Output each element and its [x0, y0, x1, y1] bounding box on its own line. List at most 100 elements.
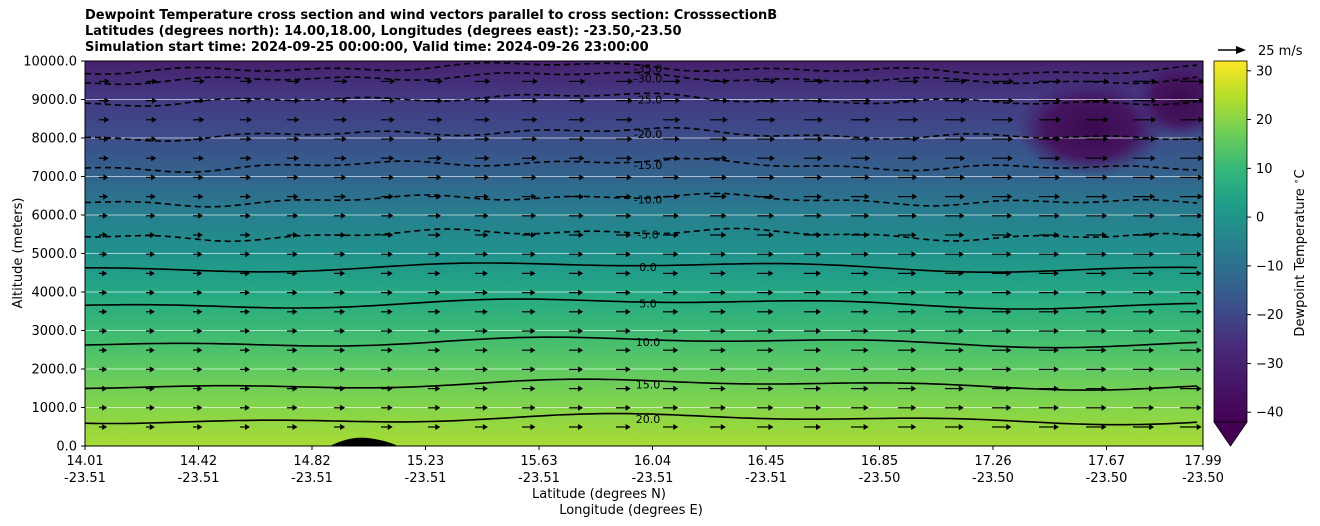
wind-vector-head: [1053, 289, 1059, 296]
wind-vector-head: [244, 270, 250, 277]
wind-vector-head: [865, 136, 871, 142]
colorbar-tick-label: −30: [1256, 357, 1283, 372]
wind-vector-head: [1103, 155, 1109, 162]
wind-vector-head: [911, 404, 917, 411]
wind-vector-head: [103, 174, 109, 181]
wind-vector-head: [292, 289, 298, 296]
wind-vector-head: [484, 136, 490, 142]
wind-vector-head: [723, 78, 729, 85]
wind-vector-head: [1055, 116, 1061, 123]
wind-vector-head: [625, 328, 631, 334]
title-line-1: Dewpoint Temperature cross section and w…: [85, 8, 778, 23]
wind-vector-head: [198, 174, 204, 181]
wind-vector-head: [102, 308, 108, 315]
wind-vector-head: [579, 174, 585, 181]
wind-vector-head: [722, 174, 728, 181]
wind-vector-head: [1196, 366, 1202, 373]
wind-vector-head: [293, 193, 299, 200]
x-axis-label: Latitude (degrees N): [532, 487, 666, 502]
wind-vector-head: [1196, 328, 1202, 334]
wind-vector-head: [578, 289, 584, 296]
x-tick-lat: 16.04: [634, 454, 671, 469]
wind-vector-head: [1196, 424, 1202, 430]
y-tick-label: 7000.0: [32, 170, 78, 185]
wind-vector-head: [244, 308, 250, 315]
wind-vector-head: [292, 347, 298, 354]
wind-vector-head: [579, 193, 585, 200]
wind-vector-head: [340, 232, 346, 238]
wind-vector-head: [625, 366, 631, 373]
wind-vector-head: [626, 232, 632, 238]
wind-vector-head: [911, 251, 917, 258]
wind-vector-head: [292, 270, 298, 277]
wind-vector-head: [244, 328, 250, 334]
wind-vector-head: [768, 385, 774, 392]
x-tick-lon: -23.50: [972, 471, 1014, 486]
x-tick-lon: -23.51: [64, 471, 106, 486]
wind-vector-head: [1197, 193, 1203, 200]
wind-vector-head: [149, 270, 155, 277]
wind-vector-head: [722, 155, 728, 162]
wind-vector-head: [863, 308, 869, 315]
y-tick-label: 10000.0: [23, 55, 77, 70]
wind-vector-head: [817, 136, 823, 142]
wind-vector-head: [1007, 193, 1013, 200]
wind-vector-head: [1053, 328, 1059, 334]
wind-vector-head: [102, 328, 108, 334]
wind-vector-head: [578, 347, 584, 354]
wind-vector-head: [911, 232, 917, 238]
y-tick-label: 4000.0: [32, 286, 78, 301]
wind-vector-head: [102, 270, 108, 277]
wind-vector-head: [1196, 385, 1202, 392]
wind-vector-head: [768, 424, 774, 430]
wind-vector-head: [1196, 251, 1202, 258]
wind-vector-head: [816, 308, 822, 315]
wind-vector-head: [1149, 289, 1155, 296]
wind-vector-head: [1103, 116, 1109, 123]
wind-vector-head: [387, 328, 393, 334]
wind-vector-head: [960, 116, 966, 123]
wind-vector-head: [627, 155, 633, 162]
wind-vector-head: [911, 366, 917, 373]
wind-vector-head: [387, 270, 393, 277]
wind-vector-head: [149, 347, 155, 354]
contour-labels: 20.0 15.0 10.0 5.0 0.0 -5.0 -10.0 -15.0 -20.0 -25…: [634, 63, 662, 426]
wind-vector-head: [197, 328, 203, 334]
wind-vector-head: [484, 174, 490, 181]
y-axis: 10000.0 9000.0 8000.0 7000.0 6000.0 5000.0 400…: [23, 55, 85, 455]
wind-vector-head: [149, 308, 155, 315]
wind-vector-head: [674, 136, 680, 142]
wind-vector-head: [768, 289, 774, 296]
wind-vector-head: [149, 424, 155, 430]
wind-vector-head: [149, 289, 155, 296]
wind-vector-head: [437, 116, 443, 123]
wind-vector-head: [150, 193, 156, 200]
wind-vector-head: [863, 424, 869, 430]
wind-vector-head: [770, 97, 776, 104]
wind-vector-head: [102, 385, 108, 392]
wind-vector-head: [1053, 366, 1059, 373]
wind-vector-head: [482, 347, 488, 354]
y-tick-label: 9000.0: [32, 93, 78, 108]
wind-vector-head: [578, 212, 584, 219]
contour-label: 5.0: [639, 298, 657, 311]
wind-vector-head: [435, 347, 441, 354]
colorbar-tick-label: −10: [1256, 259, 1283, 274]
wind-vector-head: [720, 347, 726, 354]
wind-vector-head: [578, 308, 584, 315]
x-tick-lat: 17.99: [1184, 454, 1221, 469]
contour-label: 10.0: [636, 336, 661, 349]
contour-line: [85, 378, 1198, 391]
wind-vector-head: [197, 289, 203, 296]
x-tick-lon: -23.51: [291, 471, 333, 486]
wind-vector-head: [1151, 116, 1157, 123]
wind-vector-head: [482, 328, 488, 334]
wind-vector-head: [913, 78, 919, 85]
wind-vector-head: [1006, 347, 1012, 354]
wind-vector-head: [863, 270, 869, 277]
wind-vector-head: [104, 78, 110, 85]
wind-vector-head: [1053, 424, 1059, 430]
contour-label: -5.0: [637, 228, 658, 241]
wind-vector-head: [866, 78, 872, 85]
contour-line: [85, 412, 1198, 426]
